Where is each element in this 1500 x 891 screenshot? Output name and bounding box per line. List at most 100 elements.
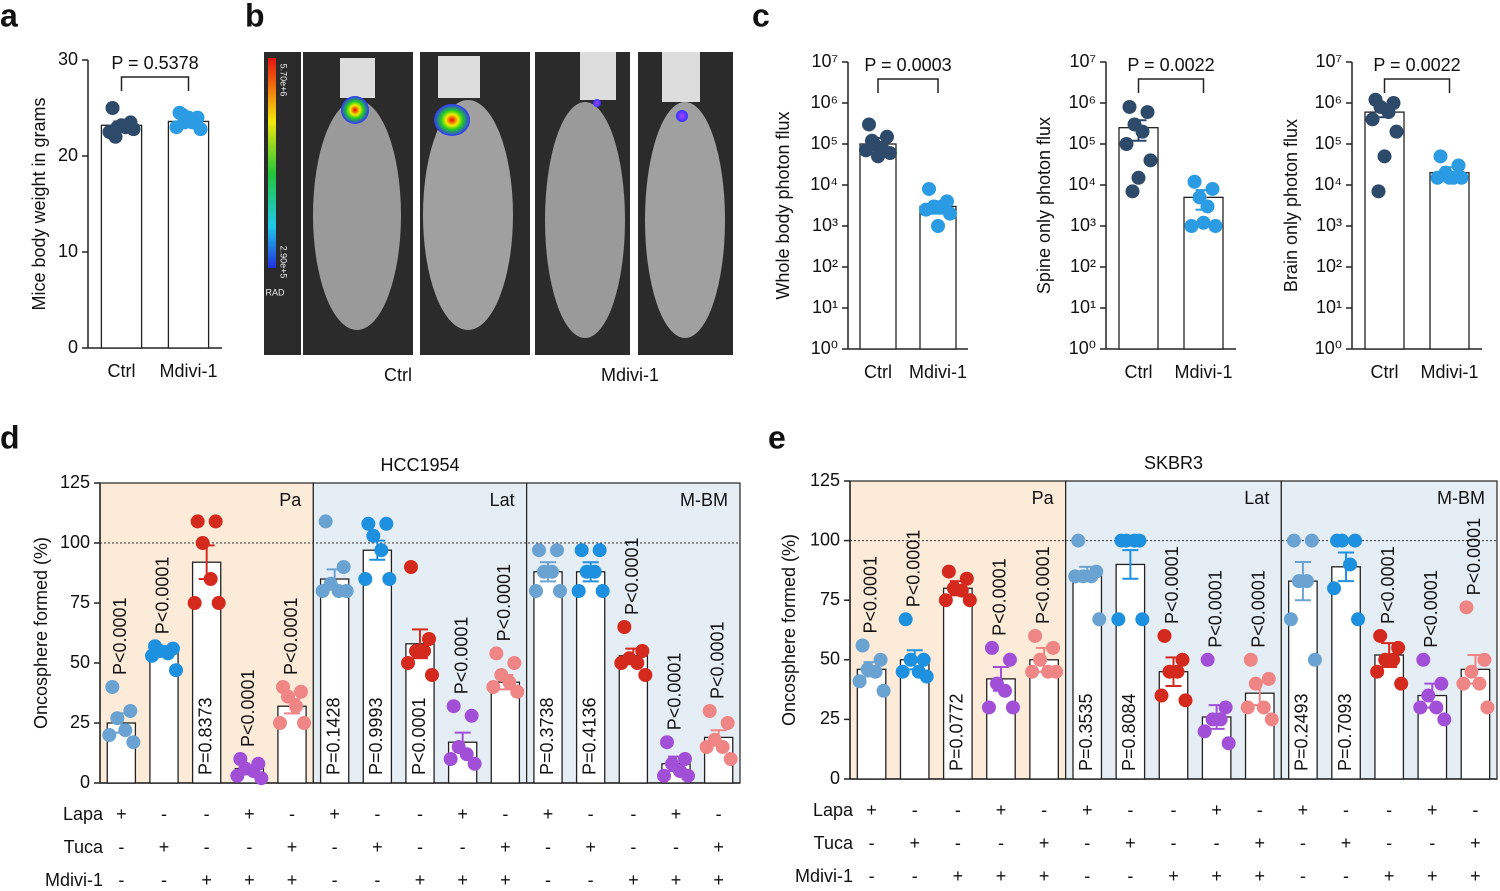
colorbar-unit: RAD — [265, 287, 285, 297]
data-point — [855, 638, 870, 653]
condition-mark: - — [1300, 833, 1306, 853]
y-tick-label: 10⁰ — [1069, 338, 1096, 358]
condition-mark: + — [1298, 800, 1309, 820]
data-point — [1184, 219, 1199, 233]
data-point — [190, 514, 205, 529]
data-point — [898, 612, 913, 627]
data-point — [903, 652, 918, 667]
data-point — [1351, 612, 1366, 627]
bar — [1158, 671, 1189, 780]
p-value-label: P=0.3738 — [537, 697, 557, 775]
data-point — [294, 684, 308, 699]
data-point — [617, 620, 632, 634]
data-point — [510, 684, 525, 699]
data-point — [1240, 700, 1255, 715]
condition-mark: - — [1343, 866, 1349, 886]
p-value-label: P=0.9993 — [366, 697, 386, 775]
data-point — [318, 514, 333, 529]
data-point — [161, 646, 175, 661]
p-value-label: P=0.8373 — [195, 697, 215, 775]
data-point — [1068, 569, 1083, 584]
y-tick-label: 100 — [60, 532, 90, 552]
y-tick-label: 125 — [60, 472, 90, 492]
condition-label: Mdivi-1 — [795, 866, 853, 886]
data-point — [919, 669, 934, 684]
data-point — [723, 752, 738, 766]
data-point — [1433, 149, 1448, 164]
condition-mark: - — [332, 870, 338, 890]
y-tick-label: 100 — [810, 529, 840, 549]
data-point — [699, 740, 714, 754]
y-tick-label: 10¹ — [812, 297, 838, 317]
data-point — [1459, 600, 1474, 615]
data-point — [1135, 124, 1150, 139]
condition-mark: - — [374, 804, 380, 824]
y-axis-label: Mice body weight in grams — [29, 97, 49, 310]
condition-mark: - — [1127, 866, 1133, 886]
y-tick-label: 125 — [810, 470, 840, 490]
data-point — [1261, 671, 1276, 686]
data-point — [931, 219, 945, 233]
condition-mark: + — [1211, 866, 1222, 886]
data-point — [1454, 170, 1469, 185]
condition-mark: + — [713, 837, 724, 857]
data-point — [954, 583, 969, 598]
data-point — [1442, 170, 1457, 185]
p-value-annotation: P = 0.0022 — [1127, 55, 1214, 75]
data-point — [1046, 640, 1061, 655]
p-value-annotation: P = 0.0022 — [1373, 55, 1460, 75]
condition-mark: - — [502, 804, 508, 824]
condition-mark: + — [1427, 866, 1438, 886]
data-point — [1154, 688, 1169, 703]
p-value-label: P<0.0001 — [451, 617, 471, 695]
condition-mark: + — [543, 804, 554, 824]
data-point — [230, 768, 245, 783]
data-point — [281, 689, 295, 704]
y-tick-label: 10² — [812, 256, 838, 276]
condition-mark: - — [1127, 800, 1133, 820]
p-value-label: P=0.1428 — [323, 697, 343, 775]
data-point — [1175, 652, 1190, 667]
p-value-label: P<0.0001 — [1249, 570, 1269, 648]
condition-mark: - — [588, 870, 594, 890]
y-axis-label: Spine only photon flux — [1034, 117, 1054, 294]
condition-mark: + — [628, 870, 639, 890]
y-tick-label: 10⁰ — [1315, 338, 1342, 358]
condition-label: Lapa — [813, 800, 854, 820]
data-point — [1170, 664, 1185, 679]
y-tick-label: 10⁷ — [1315, 51, 1342, 71]
data-point — [895, 664, 910, 679]
condition-mark: - — [955, 833, 961, 853]
panel-letter: a — [0, 0, 18, 33]
data-point — [1371, 184, 1386, 199]
data-point — [1381, 105, 1396, 120]
p-value-annotation: P = 0.5378 — [111, 53, 198, 73]
bar — [167, 120, 210, 349]
data-point — [175, 107, 190, 122]
mouse-image — [420, 52, 530, 355]
data-point — [1005, 700, 1020, 715]
data-point — [1327, 581, 1342, 596]
data-point — [1197, 724, 1212, 739]
p-value-label: P<0.0001 — [1033, 546, 1053, 624]
data-point — [425, 668, 439, 682]
y-tick-label: 75 — [820, 589, 840, 609]
mouse-image — [535, 52, 630, 355]
data-point — [1434, 676, 1449, 691]
data-point — [571, 584, 586, 598]
data-point — [361, 516, 376, 531]
section-label: Lat — [490, 490, 515, 510]
data-point — [404, 560, 418, 574]
condition-mark: - — [716, 804, 722, 824]
data-point — [169, 663, 183, 678]
data-point — [873, 652, 888, 667]
data-point — [1178, 693, 1193, 708]
significance-bracket — [877, 78, 939, 93]
data-point — [1299, 574, 1314, 589]
bar — [1331, 566, 1361, 780]
data-point — [1125, 184, 1140, 199]
p-value-label: P=0.4136 — [579, 697, 599, 775]
y-tick-label: 0 — [830, 768, 840, 788]
data-point — [118, 723, 133, 738]
data-point — [984, 640, 999, 655]
